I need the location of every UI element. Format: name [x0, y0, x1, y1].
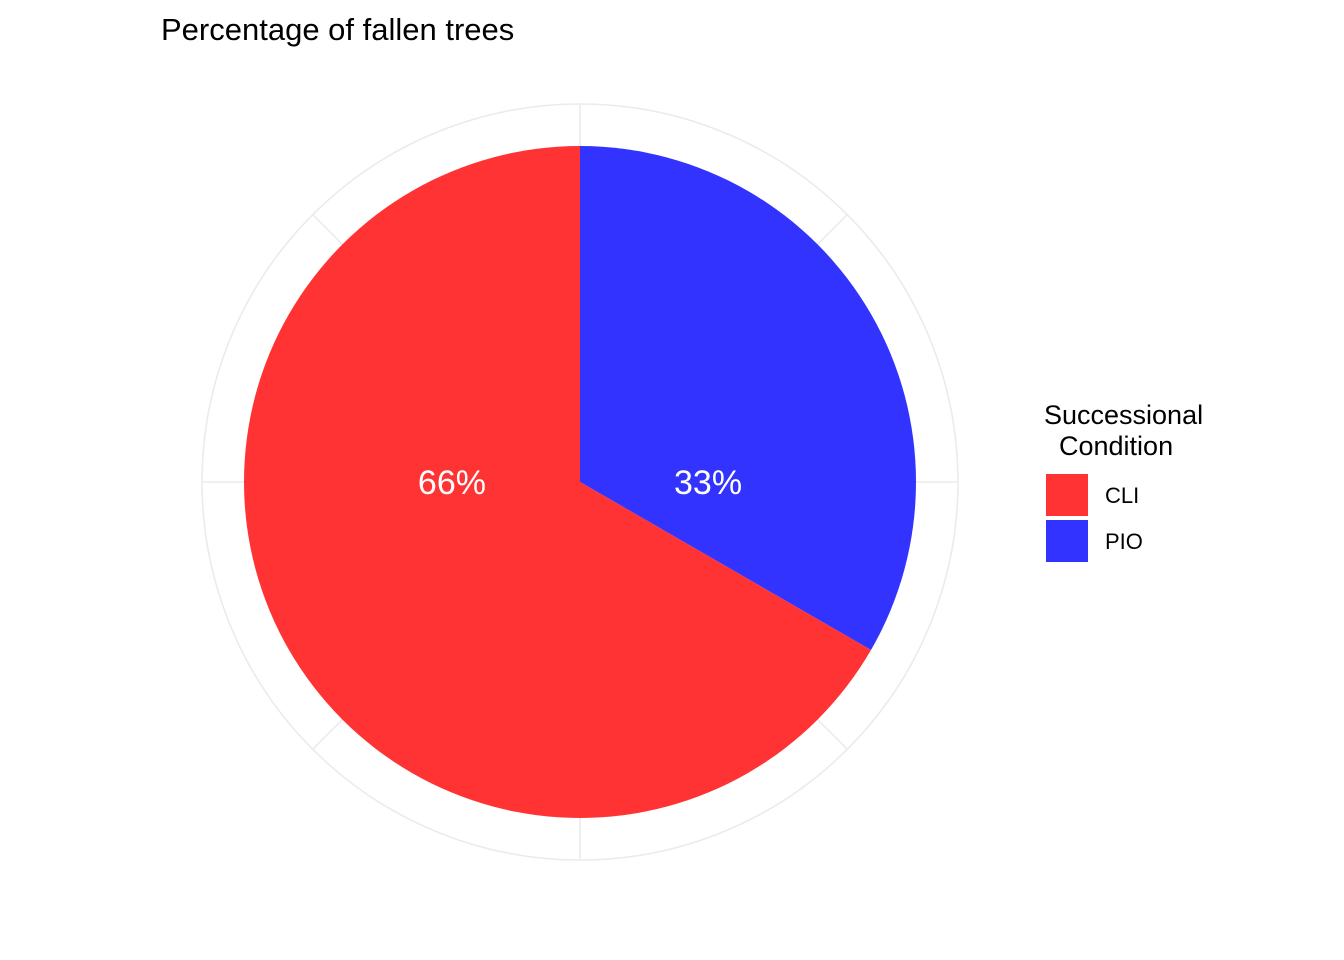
legend-key-cli [1046, 474, 1088, 516]
slice-labels: 33% 66% [418, 464, 742, 502]
legend-items: CLI PIO [1046, 474, 1143, 562]
legend-title-line-1: Successional [1044, 400, 1203, 430]
legend-label-cli: CLI [1105, 483, 1139, 508]
legend-title-line-2: Condition [1044, 431, 1173, 461]
slice-label-pio: 33% [674, 464, 742, 502]
pie-slice-pio [580, 146, 916, 650]
legend: Successional Condition CLI PIO [1044, 400, 1203, 562]
pie-slices [244, 146, 916, 818]
chart-title: Percentage of fallen trees [161, 12, 514, 47]
legend-key-pio [1046, 520, 1088, 562]
legend-label-pio: PIO [1105, 529, 1143, 554]
slice-label-cli: 66% [418, 464, 486, 502]
pie-slice-cli [244, 146, 871, 818]
